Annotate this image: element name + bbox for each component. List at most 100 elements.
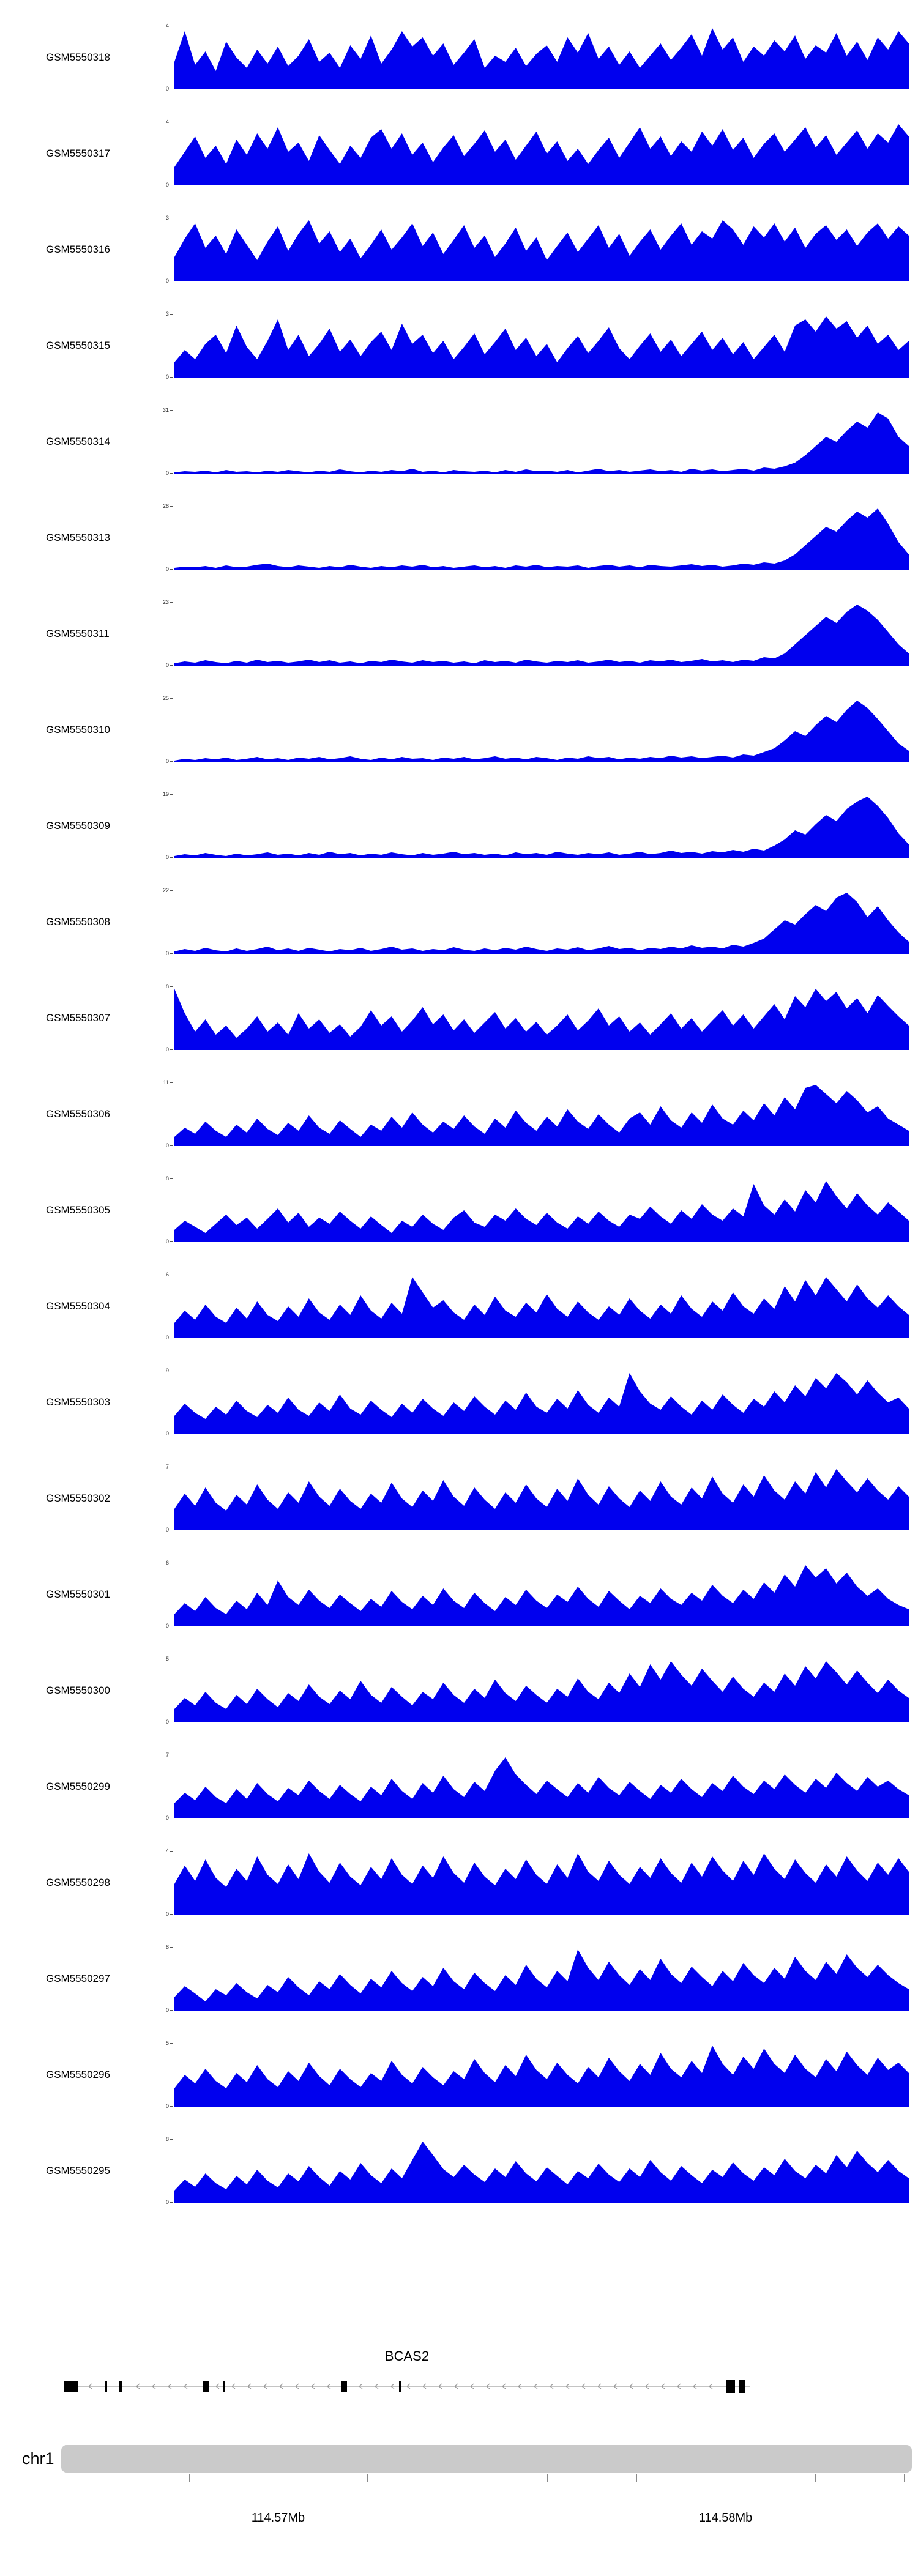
track-label: GSM5550318: [46, 51, 110, 63]
axis-tick: [547, 2474, 548, 2482]
coverage-polygon: [174, 989, 909, 1050]
strand-arrow-icon: [454, 2383, 458, 2389]
coverage-area: [174, 1757, 909, 1818]
track-label: GSM5550311: [46, 628, 110, 639]
y-axis-zero-label: 0: [166, 2104, 173, 2109]
coverage-track-row: GSM5550302 7 0: [0, 1459, 918, 1555]
axis-tick: [188, 2474, 190, 2482]
y-axis-zero-label: 0: [166, 2200, 173, 2205]
y-axis-zero-label: 0: [166, 1143, 173, 1148]
strand-arrow-icon: [279, 2383, 283, 2389]
strand-arrow-icon: [677, 2383, 681, 2389]
y-axis-zero-label: 0: [166, 855, 173, 860]
y-axis-zero-label: 0: [166, 567, 173, 572]
track-label: GSM5550299: [46, 1781, 110, 1792]
coverage-track-row: GSM5550307 8 0: [0, 979, 918, 1075]
y-axis-zero-label: 0: [166, 374, 173, 380]
y-axis-zero-label: 0: [166, 951, 173, 956]
track-label: GSM5550314: [46, 436, 110, 447]
strand-arrow-icon: [215, 2383, 220, 2389]
strand-arrow-icon: [438, 2383, 442, 2389]
y-axis-zero-label: 0: [166, 663, 173, 668]
coverage-track-row: GSM5550308 22 0: [0, 883, 918, 979]
coverage-area: [174, 316, 909, 378]
exon-box: [203, 2381, 209, 2392]
y-axis-max-label: 6: [166, 1272, 173, 1278]
strand-arrow-icon: [645, 2383, 649, 2389]
track-label: GSM5550315: [46, 340, 110, 351]
coverage-polygon: [174, 893, 909, 954]
coverage-area: [174, 1277, 909, 1338]
coverage-plot: 23 0: [163, 600, 909, 668]
coverage-area: [174, 2142, 909, 2203]
coverage-area: [174, 605, 909, 666]
coverage-polygon: [174, 1085, 909, 1146]
chromosome-ideogram: [61, 2445, 912, 2473]
y-axis-max-label: 3: [166, 311, 173, 317]
strand-arrow-icon: [295, 2383, 299, 2389]
y-axis-zero-label: 0: [166, 1815, 173, 1821]
strand-arrow-icon: [375, 2383, 379, 2389]
coverage-plot: 25 0: [163, 696, 909, 764]
coverage-area: [174, 508, 909, 570]
track-label: GSM5550308: [46, 916, 110, 928]
axis-tick: [904, 2474, 905, 2482]
coverage-polygon: [174, 797, 909, 858]
strand-arrow-icon: [581, 2383, 586, 2389]
coverage-polygon: [174, 1949, 909, 2011]
strand-arrow-icon: [184, 2383, 188, 2389]
exon-box: [64, 2381, 78, 2392]
y-axis-max-label: 19: [163, 792, 173, 797]
axis-tick: [367, 2474, 368, 2482]
y-axis-zero-label: 0: [166, 1912, 173, 1917]
strand-arrow-icon: [422, 2383, 427, 2389]
y-axis-max-label: 8: [166, 984, 173, 989]
strand-arrow-icon: [518, 2383, 522, 2389]
y-axis-max-label: 22: [163, 888, 173, 893]
y-axis-zero-label: 0: [166, 1623, 173, 1629]
y-axis-max-label: 4: [166, 23, 173, 29]
strand-arrow-icon: [470, 2383, 474, 2389]
strand-arrow-icon: [152, 2383, 156, 2389]
coverage-polygon: [174, 316, 909, 378]
coverage-plot: 22 0: [163, 888, 909, 956]
y-axis-max-label: 4: [166, 1848, 173, 1854]
coverage-track-row: GSM5550314 31 0: [0, 403, 918, 499]
y-axis-max-label: 25: [163, 696, 173, 701]
y-axis-max-label: 8: [166, 1176, 173, 1182]
strand-arrow-icon: [247, 2383, 252, 2389]
gene-model: [64, 2380, 750, 2393]
track-label: GSM5550317: [46, 147, 110, 159]
coverage-track-row: GSM5550305 8 0: [0, 1171, 918, 1267]
y-axis-zero-label: 0: [166, 278, 173, 284]
gene-track: BCAS2: [61, 2348, 912, 2410]
coverage-polygon: [174, 1853, 909, 1915]
y-axis-zero-label: 0: [166, 1047, 173, 1052]
coverage-polygon: [174, 412, 909, 474]
coverage-track-row: GSM5550298 4 0: [0, 1844, 918, 1940]
strand-arrow-icon: [486, 2383, 490, 2389]
coverage-polygon: [174, 1565, 909, 1626]
strand-arrow-icon: [168, 2383, 172, 2389]
coverage-polygon: [174, 605, 909, 666]
track-label: GSM5550296: [46, 2069, 110, 2080]
coverage-polygon: [174, 1757, 909, 1818]
y-axis-max-label: 5: [166, 1656, 173, 1662]
gene-name-label: BCAS2: [384, 2348, 430, 2364]
track-label: GSM5550306: [46, 1108, 110, 1120]
coverage-plot: 11 0: [163, 1080, 909, 1148]
strand-arrow-icon: [390, 2383, 395, 2389]
coverage-track-row: GSM5550300 5 0: [0, 1651, 918, 1748]
coverage-track-row: GSM5550306 11 0: [0, 1075, 918, 1171]
coverage-track-row: GSM5550315 3 0: [0, 307, 918, 403]
strand-arrow-icon: [629, 2383, 633, 2389]
strand-arrow-icon: [406, 2383, 411, 2389]
y-axis-max-label: 9: [166, 1368, 173, 1374]
